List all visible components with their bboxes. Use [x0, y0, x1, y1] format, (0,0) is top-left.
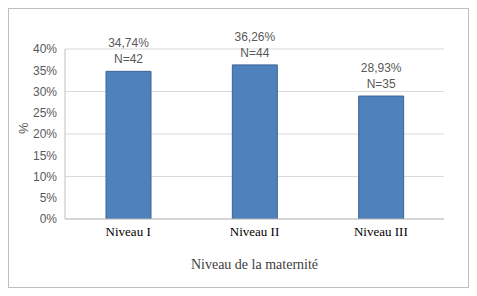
- svg-text:20%: 20%: [33, 127, 57, 141]
- svg-text:40%: 40%: [33, 42, 57, 56]
- svg-text:N=35: N=35: [367, 77, 396, 91]
- svg-text:N=44: N=44: [240, 46, 269, 60]
- svg-text:0%: 0%: [40, 212, 58, 226]
- svg-text:15%: 15%: [33, 149, 57, 163]
- svg-text:35%: 35%: [33, 64, 57, 78]
- svg-text:N=42: N=42: [114, 52, 143, 66]
- svg-text:Niveau I: Niveau I: [106, 224, 151, 239]
- svg-text:36,26%: 36,26%: [234, 30, 275, 44]
- svg-text:%: %: [16, 122, 31, 134]
- svg-text:28,93%: 28,93%: [361, 61, 402, 75]
- svg-text:30%: 30%: [33, 85, 57, 99]
- svg-text:5%: 5%: [40, 191, 58, 205]
- svg-text:Niveau III: Niveau III: [354, 224, 408, 239]
- svg-text:25%: 25%: [33, 106, 57, 120]
- svg-text:34,74%: 34,74%: [108, 36, 149, 50]
- svg-text:Niveau de la maternité: Niveau de la maternité: [191, 257, 318, 272]
- svg-text:Niveau II: Niveau II: [230, 224, 279, 239]
- svg-text:10%: 10%: [33, 170, 57, 184]
